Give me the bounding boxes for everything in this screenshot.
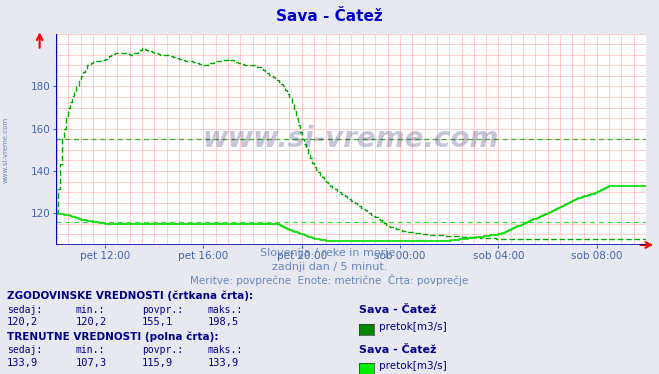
Text: Slovenija / reke in morje.: Slovenija / reke in morje. <box>260 248 399 258</box>
Text: pretok[m3/s]: pretok[m3/s] <box>379 322 447 332</box>
Text: ZGODOVINSKE VREDNOSTI (črtkana črta):: ZGODOVINSKE VREDNOSTI (črtkana črta): <box>7 291 252 301</box>
Text: www.si-vreme.com: www.si-vreme.com <box>2 117 9 183</box>
Text: 120,2: 120,2 <box>76 318 107 327</box>
Text: sedaj:: sedaj: <box>7 346 42 355</box>
Text: Sava - Čatež: Sava - Čatež <box>359 305 436 315</box>
Text: sedaj:: sedaj: <box>7 305 42 315</box>
Text: 133,9: 133,9 <box>7 358 38 368</box>
Text: 198,5: 198,5 <box>208 318 239 327</box>
Text: povpr.:: povpr.: <box>142 346 183 355</box>
Text: TRENUTNE VREDNOSTI (polna črta):: TRENUTNE VREDNOSTI (polna črta): <box>7 332 218 342</box>
Text: 107,3: 107,3 <box>76 358 107 368</box>
Text: Sava - Čatež: Sava - Čatež <box>276 9 383 24</box>
Text: www.si-vreme.com: www.si-vreme.com <box>203 125 499 153</box>
Text: min.:: min.: <box>76 305 105 315</box>
Text: Meritve: povprečne  Enote: metrične  Črta: povprečje: Meritve: povprečne Enote: metrične Črta:… <box>190 274 469 286</box>
Text: pretok[m3/s]: pretok[m3/s] <box>379 361 447 371</box>
Text: zadnji dan / 5 minut.: zadnji dan / 5 minut. <box>272 262 387 272</box>
Text: maks.:: maks.: <box>208 346 243 355</box>
Text: Sava - Čatež: Sava - Čatež <box>359 346 436 355</box>
Text: 133,9: 133,9 <box>208 358 239 368</box>
Text: 120,2: 120,2 <box>7 318 38 327</box>
Text: povpr.:: povpr.: <box>142 305 183 315</box>
Text: 115,9: 115,9 <box>142 358 173 368</box>
Text: 155,1: 155,1 <box>142 318 173 327</box>
Text: maks.:: maks.: <box>208 305 243 315</box>
Text: min.:: min.: <box>76 346 105 355</box>
